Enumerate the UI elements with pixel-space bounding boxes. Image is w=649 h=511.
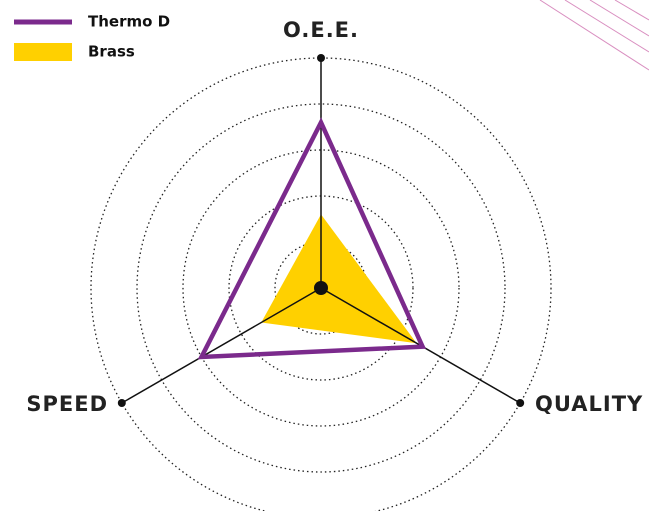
grid-ring	[182, 149, 460, 427]
axis-line	[121, 287, 322, 404]
center-dot	[314, 281, 328, 295]
legend-label: Brass	[88, 43, 135, 61]
axis-end	[516, 399, 525, 407]
axis-end	[117, 399, 126, 407]
category-label: QUALITY	[535, 392, 643, 416]
axis-end	[317, 54, 325, 62]
category-label: O.E.E.	[283, 18, 359, 42]
decoration	[539, 0, 649, 71]
series-line	[197, 117, 427, 360]
grid-ring	[136, 103, 506, 473]
legend-swatch	[14, 43, 72, 61]
grid-ring	[90, 57, 552, 511]
legend-label: Thermo D	[88, 13, 170, 31]
category-label: SPEED	[26, 392, 108, 416]
series-area	[261, 214, 417, 344]
